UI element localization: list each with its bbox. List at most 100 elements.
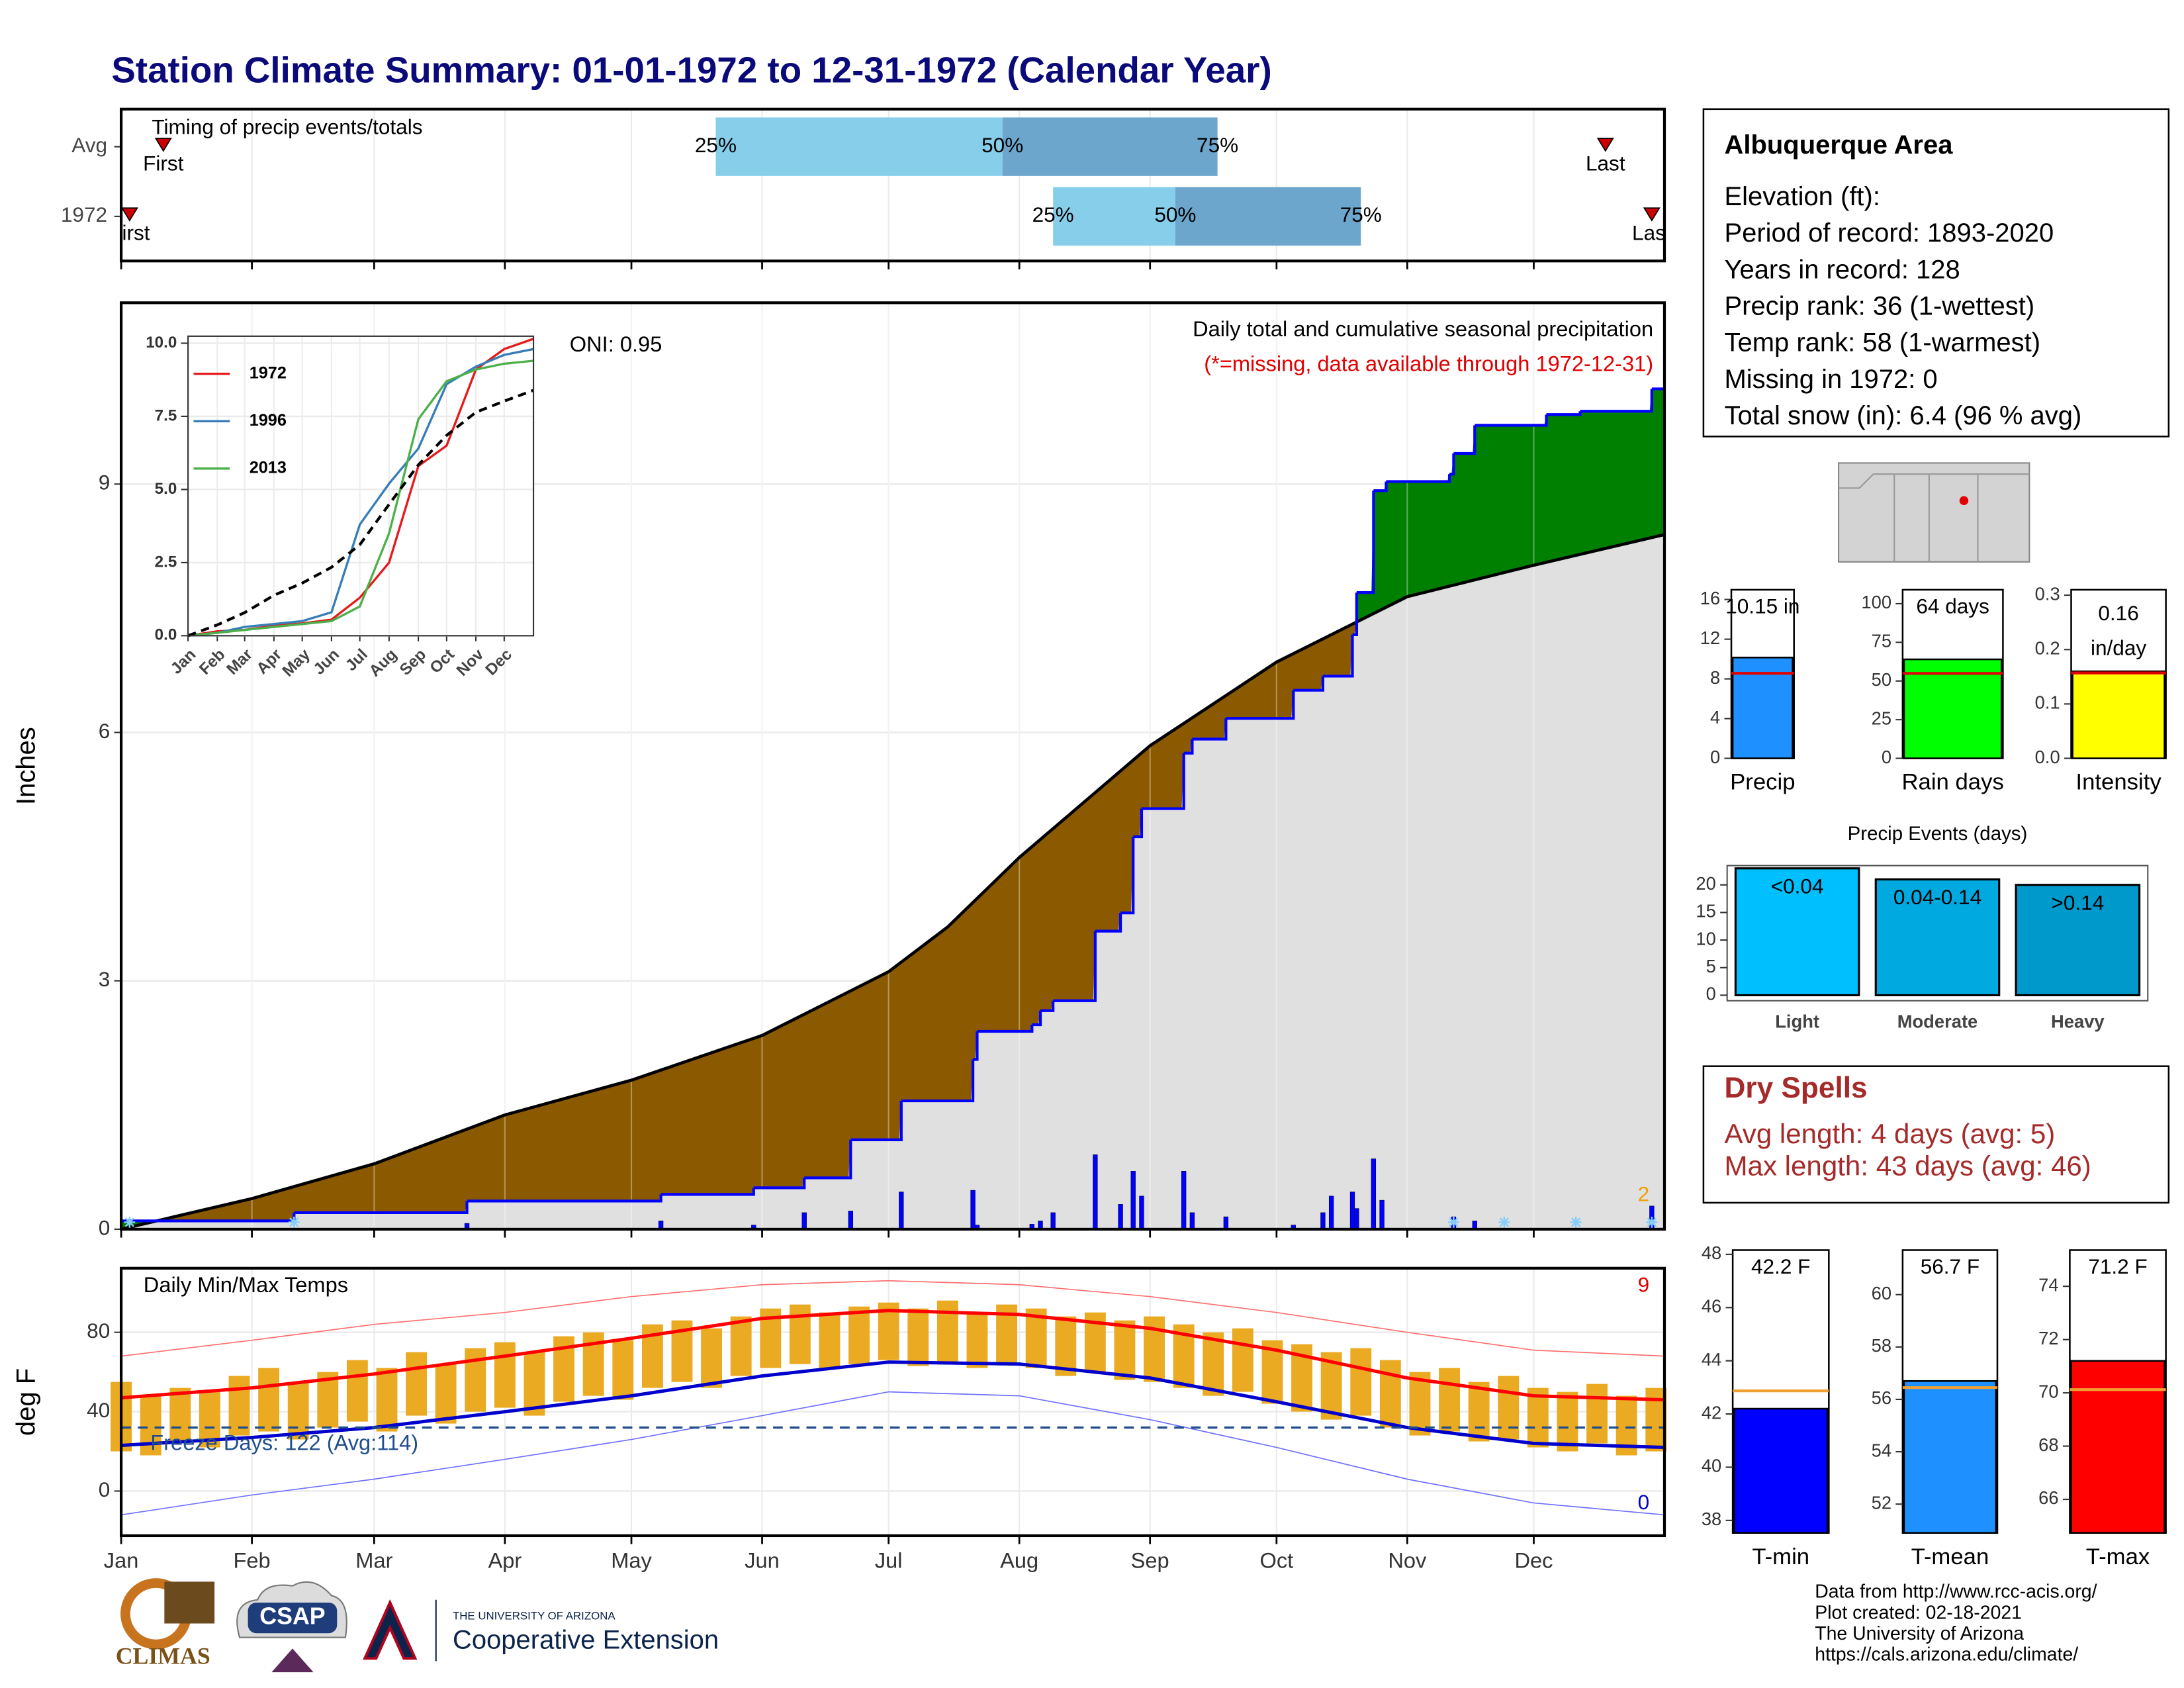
daily-bar (1139, 1196, 1144, 1230)
daily-bar (1349, 1192, 1355, 1230)
cumulative-step (1475, 414, 1548, 427)
category-label: Intensity (2075, 770, 2161, 795)
cumulative-step (973, 1031, 979, 1061)
daily-range (523, 1352, 545, 1416)
marker-label: Last (1586, 151, 1625, 175)
x-tick-label: Dec (1514, 1548, 1553, 1573)
record-low-line (120, 1391, 1665, 1516)
ua-logo (363, 1599, 418, 1660)
station-line: Total snow (in): 6.4 (96 % avg) (1724, 401, 2081, 430)
summary-bar (1733, 1407, 1829, 1534)
cumulative-step (1373, 481, 1388, 492)
y-tick-label: 80 (87, 1319, 110, 1342)
daily-range (1409, 1372, 1431, 1436)
daily-bar (1181, 1171, 1187, 1230)
station-name: Albuquerque Area (1724, 130, 1953, 160)
daily-range (907, 1308, 929, 1366)
subtitle: Daily total and cumulative seasonal prec… (1193, 316, 1653, 341)
note: (*=missing, data available through 1972-… (1204, 352, 1653, 376)
panel-title: Precip Events (days) (1848, 823, 2028, 845)
dry-spells-line: Avg length: 4 days (avg: 5) (1724, 1118, 2055, 1149)
cumulative-step (1133, 808, 1144, 839)
daily-range (1203, 1332, 1224, 1396)
event-marker (120, 207, 138, 222)
y-tick-label: 0 (99, 1215, 111, 1239)
y-tick-label: 12 (1700, 628, 1720, 648)
daily-bar (1371, 1158, 1377, 1230)
daily-bar (848, 1211, 854, 1230)
station-line: Period of record: 1893-2020 (1724, 218, 2054, 248)
y-tick-label: 20 (1696, 873, 1715, 894)
summary-bar (1903, 1380, 1997, 1534)
x-tick-label: May (611, 1548, 652, 1573)
map-frame (1838, 462, 2030, 563)
y-tick-label: 54 (1872, 1440, 1891, 1460)
marker-label: 75% (1340, 203, 1382, 226)
event-bar (2015, 884, 2141, 997)
dry-spells-box (1702, 1065, 2170, 1204)
y-tick-label: 46 (1702, 1296, 1721, 1317)
daily-range (819, 1312, 841, 1368)
x-tick-label: Jul (875, 1548, 903, 1573)
csap-badge (248, 1602, 338, 1634)
y-tick-label: 0 (1706, 984, 1716, 1004)
x-tick-label: Sep (1131, 1548, 1169, 1573)
y-tick-label: 0.0 (155, 626, 177, 644)
station-line: Years in record: 128 (1724, 255, 1960, 284)
quartile-bar (1053, 187, 1175, 246)
y-tick-label: 42 (1702, 1402, 1721, 1423)
csap-logo: CSAP (259, 1603, 325, 1630)
map-borders (1839, 473, 2030, 562)
cumulative-step (467, 1194, 662, 1203)
y-tick-label: 4 (1710, 707, 1720, 727)
marker-label: 50% (981, 133, 1023, 157)
y-tick-label: 56 (1872, 1387, 1891, 1408)
daily-bar (1379, 1199, 1385, 1230)
x-tick-label: Jun (745, 1548, 780, 1573)
cumulative-step (804, 1139, 852, 1180)
cumulative-step (850, 1101, 903, 1141)
record-low-count: 0 (1638, 1490, 1650, 1514)
daily-bar (1328, 1196, 1334, 1230)
freeze-label: Freeze Days: 122 (Avg:114) (150, 1430, 418, 1454)
cumulative-step (1449, 453, 1455, 476)
value-label: 10.15 in (1725, 594, 1799, 618)
snow-marker (1570, 1216, 1582, 1228)
daily-range (1586, 1383, 1608, 1444)
category-label: T-max (2086, 1544, 2150, 1570)
daily-bar (899, 1192, 904, 1230)
y-tick-label: 74 (2038, 1274, 2058, 1295)
legend-label: 1972 (250, 363, 287, 382)
event-marker (154, 138, 172, 152)
category-label: T-min (1752, 1544, 1809, 1570)
daily-bar (1093, 1154, 1098, 1230)
value-label: 71.2 F (2088, 1254, 2147, 1278)
extension-name: Cooperative Extension (453, 1625, 719, 1654)
bin-label: >0.14 (2051, 891, 2104, 915)
value-label: 64 days (1916, 594, 1989, 618)
daily-range (376, 1368, 398, 1432)
base-area (121, 534, 1664, 1229)
y-tick-label: 10 (1696, 928, 1715, 949)
y-tick-label: 0.2 (2035, 637, 2060, 658)
cumulative-step (1183, 739, 1194, 755)
daily-range (612, 1340, 634, 1400)
daily-range (1439, 1368, 1460, 1432)
daily-range (494, 1342, 516, 1408)
snow-marker (1646, 1216, 1658, 1228)
y-tick-label: 5.0 (155, 480, 177, 498)
y-tick-label: 15 (1696, 901, 1715, 921)
y-tick-label: 0.0 (2035, 747, 2060, 767)
y-tick-label: 0.3 (2035, 583, 2060, 604)
daily-range (258, 1368, 280, 1432)
inset-frame (188, 336, 534, 636)
y-tick-label: 0 (1710, 747, 1720, 767)
daily-bar (1050, 1212, 1056, 1230)
cumulative-step (294, 1201, 469, 1215)
y-tick-label: 0 (99, 1477, 111, 1501)
marker-label: 25% (1032, 203, 1074, 226)
y-tick-label: 40 (87, 1398, 110, 1422)
y-tick-label: 48 (1702, 1243, 1721, 1263)
y-tick-label: 7.5 (155, 406, 177, 424)
